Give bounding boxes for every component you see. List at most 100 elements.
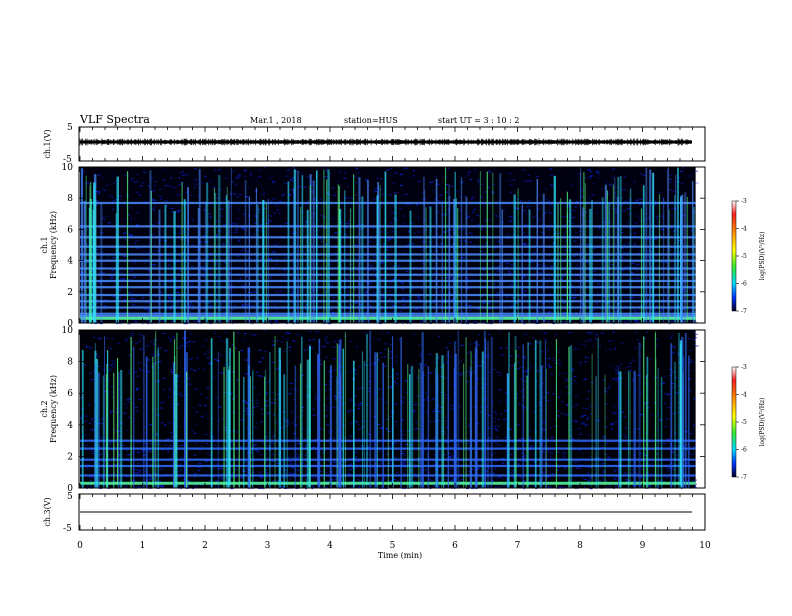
noise-pixel [576, 468, 578, 469]
noise-pixel [89, 373, 92, 374]
noise-pixel [113, 257, 115, 258]
noise-pixel [104, 264, 106, 265]
ch1-colorbar-label: log(PSD)(V²/Hz) [759, 232, 766, 281]
noise-pixel [312, 477, 315, 478]
noise-pixel [207, 351, 209, 352]
noise-pixel [402, 451, 405, 452]
noise-pixel [356, 182, 358, 183]
noise-pixel [110, 412, 112, 413]
noise-pixel [138, 362, 140, 363]
noise-pixel [601, 445, 603, 446]
sferic-burst [445, 167, 446, 323]
noise-pixel [397, 265, 400, 266]
noise-pixel [580, 423, 583, 424]
noise-pixel [503, 419, 506, 420]
noise-pixel [219, 478, 222, 479]
noise-pixel [171, 187, 174, 188]
noise-pixel [194, 187, 196, 188]
noise-pixel [86, 415, 88, 416]
noise-pixel [292, 180, 295, 181]
noise-pixel [412, 223, 414, 224]
noise-pixel [98, 310, 100, 311]
noise-pixel [263, 192, 265, 193]
noise-pixel [525, 291, 527, 292]
noise-pixel [406, 204, 409, 205]
noise-pixel [272, 436, 275, 437]
noise-pixel [177, 471, 180, 472]
noise-pixel [206, 443, 208, 444]
noise-pixel [273, 431, 275, 432]
noise-pixel [142, 297, 145, 298]
noise-pixel [605, 350, 607, 351]
noise-pixel [266, 405, 268, 406]
noise-pixel [576, 252, 578, 253]
noise-pixel [411, 288, 414, 289]
sferic-burst [591, 200, 592, 323]
noise-pixel [358, 428, 361, 429]
noise-pixel [363, 321, 366, 322]
noise-pixel [80, 397, 82, 398]
noise-pixel [654, 309, 656, 310]
noise-pixel [380, 178, 382, 179]
noise-pixel [256, 372, 259, 373]
noise-pixel [538, 264, 541, 265]
noise-pixel [208, 214, 210, 215]
noise-pixel [171, 211, 173, 212]
noise-pixel [654, 311, 657, 312]
noise-pixel [181, 469, 183, 470]
noise-pixel [381, 194, 383, 195]
noise-pixel [337, 340, 339, 341]
noise-pixel [187, 346, 190, 347]
noise-pixel [139, 341, 141, 342]
noise-pixel [587, 357, 590, 358]
noise-pixel [137, 463, 139, 464]
noise-pixel [547, 350, 549, 351]
noise-pixel [350, 399, 353, 400]
noise-pixel [651, 463, 653, 464]
noise-pixel [673, 479, 675, 480]
noise-pixel [321, 346, 324, 347]
noise-pixel [283, 351, 285, 352]
noise-pixel [574, 291, 576, 292]
noise-pixel [225, 178, 228, 179]
noise-pixel [272, 181, 275, 182]
noise-pixel [595, 338, 597, 339]
noise-pixel [445, 438, 447, 439]
noise-pixel [106, 216, 108, 217]
noise-pixel [348, 410, 350, 411]
noise-pixel [573, 298, 576, 299]
noise-pixel [85, 435, 87, 436]
noise-pixel [578, 467, 581, 468]
noise-pixel [439, 305, 442, 306]
noise-pixel [451, 456, 454, 457]
noise-pixel [524, 358, 527, 359]
noise-pixel [407, 299, 410, 300]
noise-pixel [593, 271, 595, 272]
noise-pixel [103, 190, 106, 191]
noise-pixel [269, 215, 272, 216]
noise-pixel [138, 486, 141, 487]
noise-pixel [550, 456, 552, 457]
noise-pixel [217, 169, 220, 170]
noise-pixel [284, 270, 286, 271]
noise-pixel [498, 375, 501, 376]
sferic-burst [164, 205, 166, 323]
noise-pixel [402, 434, 404, 435]
noise-pixel [557, 451, 560, 452]
noise-pixel [464, 297, 466, 298]
noise-pixel [430, 388, 432, 389]
noise-pixel [167, 337, 169, 338]
noise-pixel [189, 333, 192, 334]
noise-pixel [467, 352, 469, 353]
noise-pixel [324, 337, 327, 338]
noise-pixel [193, 321, 195, 322]
sferic-burst [288, 181, 290, 323]
noise-pixel [87, 183, 90, 184]
noise-pixel [557, 351, 560, 352]
noise-pixel [291, 289, 293, 290]
sferic-burst [649, 170, 651, 323]
noise-pixel [282, 341, 284, 342]
noise-pixel [155, 204, 157, 205]
noise-pixel [438, 336, 440, 337]
noise-pixel [633, 297, 636, 298]
